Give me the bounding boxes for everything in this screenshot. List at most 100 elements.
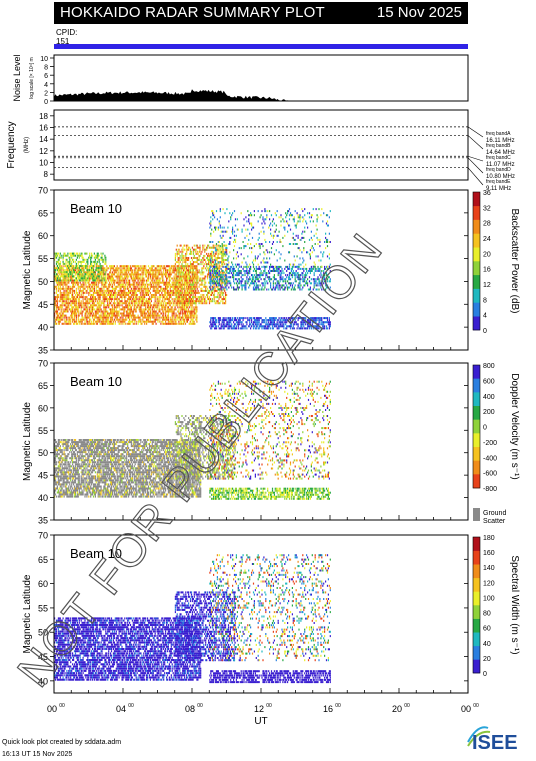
echo-cell (87, 271, 89, 274)
echo-cell (59, 262, 61, 265)
echo-cell (74, 279, 77, 282)
echo-cell (195, 261, 197, 264)
echo-cell (278, 327, 280, 330)
echo-cell (186, 306, 188, 309)
echo-cell (234, 317, 237, 320)
echo-cell (212, 294, 214, 296)
echo-cell (132, 277, 134, 280)
echo-cell (162, 306, 164, 309)
echo-cell (99, 287, 101, 290)
echo-cell (113, 287, 115, 290)
echo-cell (184, 273, 187, 276)
echo-cell (110, 300, 113, 303)
echo-cell (139, 298, 141, 301)
echo-cell (119, 322, 121, 325)
echo-cell (73, 252, 76, 255)
echo-cell (183, 308, 185, 311)
echo-cell (125, 271, 127, 274)
echo-cell (77, 281, 79, 284)
echo-cell (206, 246, 208, 249)
echo-cell (78, 275, 80, 278)
echo-cell (175, 320, 177, 323)
echo-cell (70, 273, 72, 276)
echo-cell (141, 310, 143, 313)
echo-cell (177, 269, 179, 272)
echo-cell (136, 277, 138, 280)
echo-cell (89, 310, 91, 313)
echo-cell (117, 271, 119, 274)
echo-cell (326, 327, 329, 330)
echo-cell (192, 296, 194, 299)
echo-cell (108, 306, 110, 309)
echo-cell (122, 320, 124, 323)
echo-cell (162, 289, 164, 292)
echo-cell (91, 252, 93, 255)
echo-cell (110, 271, 112, 274)
echo-cell (105, 312, 107, 315)
echo-cell (109, 277, 111, 280)
echo-cell (82, 267, 84, 270)
echo-cell (149, 304, 151, 307)
echo-cell (124, 291, 126, 294)
echo-cell (212, 261, 214, 264)
echo-cell (68, 273, 70, 276)
echo-cell (129, 304, 131, 307)
echo-cell (126, 265, 128, 268)
echo-cell (73, 260, 75, 263)
echo-cell (74, 273, 77, 276)
echo-cell (142, 320, 144, 323)
echo-cell (216, 289, 218, 292)
echo-cell (112, 310, 114, 313)
echo-cell (62, 256, 64, 259)
echo-cell (192, 291, 194, 294)
echo-cell (144, 310, 146, 313)
echo-cell (82, 265, 84, 267)
echo-cell (172, 314, 174, 317)
echo-cell (122, 277, 124, 280)
echo-cell (122, 267, 124, 270)
echo-cell (164, 294, 166, 296)
echo-cell (192, 294, 194, 296)
echo-cell (100, 289, 102, 292)
echo-cell (131, 269, 133, 272)
echo-cell (149, 314, 151, 317)
echo-cell (154, 281, 156, 284)
echo-cell (70, 304, 72, 307)
echo-cell (257, 323, 259, 326)
echo-cell (59, 291, 61, 294)
echo-cell (147, 273, 150, 276)
echo-cell (120, 289, 122, 292)
echo-cell (153, 265, 155, 268)
echo-cell (85, 318, 87, 321)
echo-cell (177, 300, 179, 303)
echo-cell (184, 277, 187, 280)
echo-cell (158, 273, 160, 276)
echo-cell (75, 322, 77, 325)
echo-cell (193, 261, 195, 264)
echo-cell (164, 316, 166, 319)
echo-cell (177, 267, 179, 270)
echo-cell (93, 281, 95, 284)
echo-cell (137, 269, 139, 272)
echo-cell (157, 291, 159, 294)
echo-cell (96, 254, 98, 257)
echo-cell (144, 269, 146, 272)
echo-cell (204, 263, 206, 266)
echo-cell (184, 265, 186, 268)
echo-cell (84, 314, 86, 317)
echo-cell (190, 306, 192, 309)
echo-cell (221, 280, 223, 283)
echo-cell (170, 322, 172, 325)
echo-cell (67, 287, 69, 290)
echo-cell (96, 275, 98, 278)
echo-cell (168, 308, 170, 311)
echo-cell (117, 289, 119, 292)
echo-cell (99, 322, 101, 325)
echo-cell (133, 318, 135, 321)
echo-cell (142, 304, 144, 307)
echo-cell (241, 321, 243, 324)
freq-ytick-label: 14 (39, 135, 48, 144)
echo-cell (81, 252, 83, 255)
echo-cell (93, 285, 95, 288)
echo-cell (74, 312, 77, 315)
